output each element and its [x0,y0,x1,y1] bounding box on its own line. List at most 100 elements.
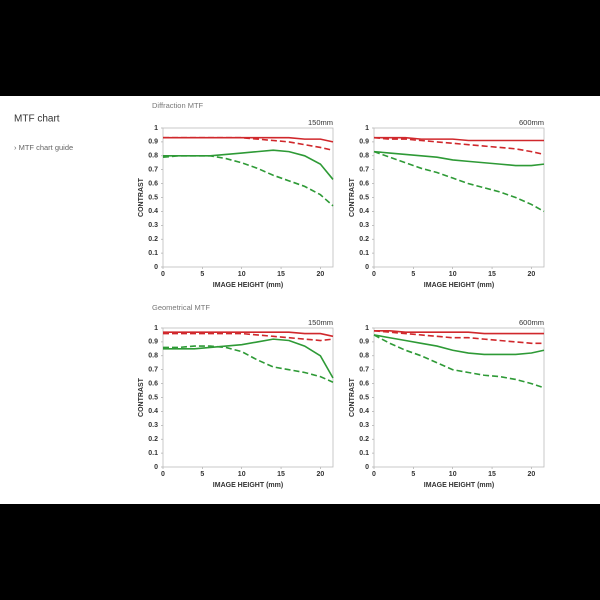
y-tick-label: 0 [365,264,369,271]
y-tick-label: 0.3 [148,422,158,429]
mtf-line [162,155,334,207]
x-axis-label: IMAGE HEIGHT (mm) [213,482,283,489]
x-tick-label: 15 [488,471,496,478]
x-axis-label: IMAGE HEIGHT (mm) [213,282,283,289]
y-tick-label: 0 [365,464,369,471]
x-tick-label: 15 [488,271,496,278]
y-tick-label: 0.8 [148,353,158,360]
y-tick-label: 0.1 [148,250,158,257]
y-tick-label: 0.7 [359,367,369,374]
y-tick-label: 0.4 [148,208,158,215]
y-tick-label: 0.5 [359,194,369,201]
x-axis-label: IMAGE HEIGHT (mm) [424,482,494,489]
x-tick-label: 5 [200,471,204,478]
y-tick-label: 0.6 [359,180,369,187]
x-tick-label: 5 [200,271,204,278]
x-tick-label: 20 [528,271,536,278]
mtf-line [163,338,334,379]
mtf-line [373,329,544,345]
mtf-line [373,150,545,167]
x-tick-label: 20 [317,471,325,478]
y-tick-label: 0 [154,464,158,471]
x-tick-label: 0 [372,271,376,278]
y-tick-label: 1 [154,125,158,132]
x-tick-label: 10 [238,271,246,278]
y-tick-label: 0.8 [148,153,158,160]
y-tick-label: 0.7 [359,167,369,174]
mtf-line [373,334,545,389]
y-tick-label: 0.2 [359,436,369,443]
y-tick-label: 0.3 [359,222,369,229]
y-tick-label: 0.6 [148,380,158,387]
y-tick-label: 0.1 [359,450,369,457]
y-axis-label: CONTRAST [349,177,356,217]
x-axis-label: IMAGE HEIGHT (mm) [424,282,494,289]
chart-title: 150mm [308,118,333,127]
plot-frame [373,127,545,268]
y-tick-label: 0.1 [148,450,158,457]
y-tick-label: 0.5 [359,394,369,401]
y-tick-label: 0.1 [359,250,369,257]
mtf-line [374,136,544,142]
y-tick-label: 0.5 [148,194,158,201]
y-tick-label: 0.2 [148,436,158,443]
y-axis-label: CONTRAST [349,377,356,417]
x-tick-label: 20 [317,271,325,278]
y-tick-label: 0.9 [148,339,158,346]
y-tick-label: 0.8 [359,153,369,160]
y-tick-label: 0 [154,264,158,271]
x-tick-label: 0 [372,471,376,478]
x-tick-label: 20 [528,471,536,478]
guide-link[interactable]: › MTF chart guide [14,143,73,152]
x-tick-label: 15 [277,471,285,478]
y-tick-label: 0.5 [148,394,158,401]
plot-frame [162,327,334,468]
y-tick-label: 0.9 [359,339,369,346]
y-tick-label: 1 [365,325,369,332]
x-tick-label: 5 [411,471,415,478]
section-label: Diffraction MTF [152,101,204,110]
y-tick-label: 0.2 [148,236,158,243]
y-tick-label: 0.6 [359,380,369,387]
y-tick-label: 1 [154,325,158,332]
mtf-line [163,331,334,338]
x-tick-label: 0 [161,471,165,478]
y-tick-label: 1 [365,125,369,132]
y-tick-label: 0.7 [148,367,158,374]
chart-title: 150mm [308,318,333,327]
x-tick-label: 5 [411,271,415,278]
y-tick-label: 0.3 [148,222,158,229]
y-tick-label: 0.9 [148,139,158,146]
mtf-line [373,136,545,156]
mtf-line [163,332,334,342]
chart-title: 600mm [519,118,544,127]
mtf-line [373,150,545,213]
y-axis-label: CONTRAST [138,377,145,417]
y-tick-label: 0.4 [359,408,369,415]
plot-frame [373,327,545,468]
y-tick-label: 0.4 [148,408,158,415]
y-tick-label: 0.4 [359,208,369,215]
y-axis-label: CONTRAST [138,177,145,217]
mtf-line [163,345,334,383]
y-tick-label: 0.9 [359,139,369,146]
x-tick-label: 0 [161,271,165,278]
plot-frame [162,127,334,268]
mtf-line [373,334,545,356]
y-tick-label: 0.7 [148,167,158,174]
chart-title: 600mm [519,318,544,327]
x-tick-label: 10 [238,471,246,478]
page-title: MTF chart [14,114,60,125]
y-tick-label: 0.8 [359,353,369,360]
mtf-line [374,329,544,335]
y-tick-label: 0.2 [359,236,369,243]
x-tick-label: 10 [449,471,457,478]
x-tick-label: 15 [277,271,285,278]
content-area [0,96,600,504]
mtf-line [163,136,334,152]
x-tick-label: 10 [449,271,457,278]
y-tick-label: 0.3 [359,422,369,429]
y-tick-label: 0.6 [148,180,158,187]
section-label: Geometrical MTF [152,303,210,312]
